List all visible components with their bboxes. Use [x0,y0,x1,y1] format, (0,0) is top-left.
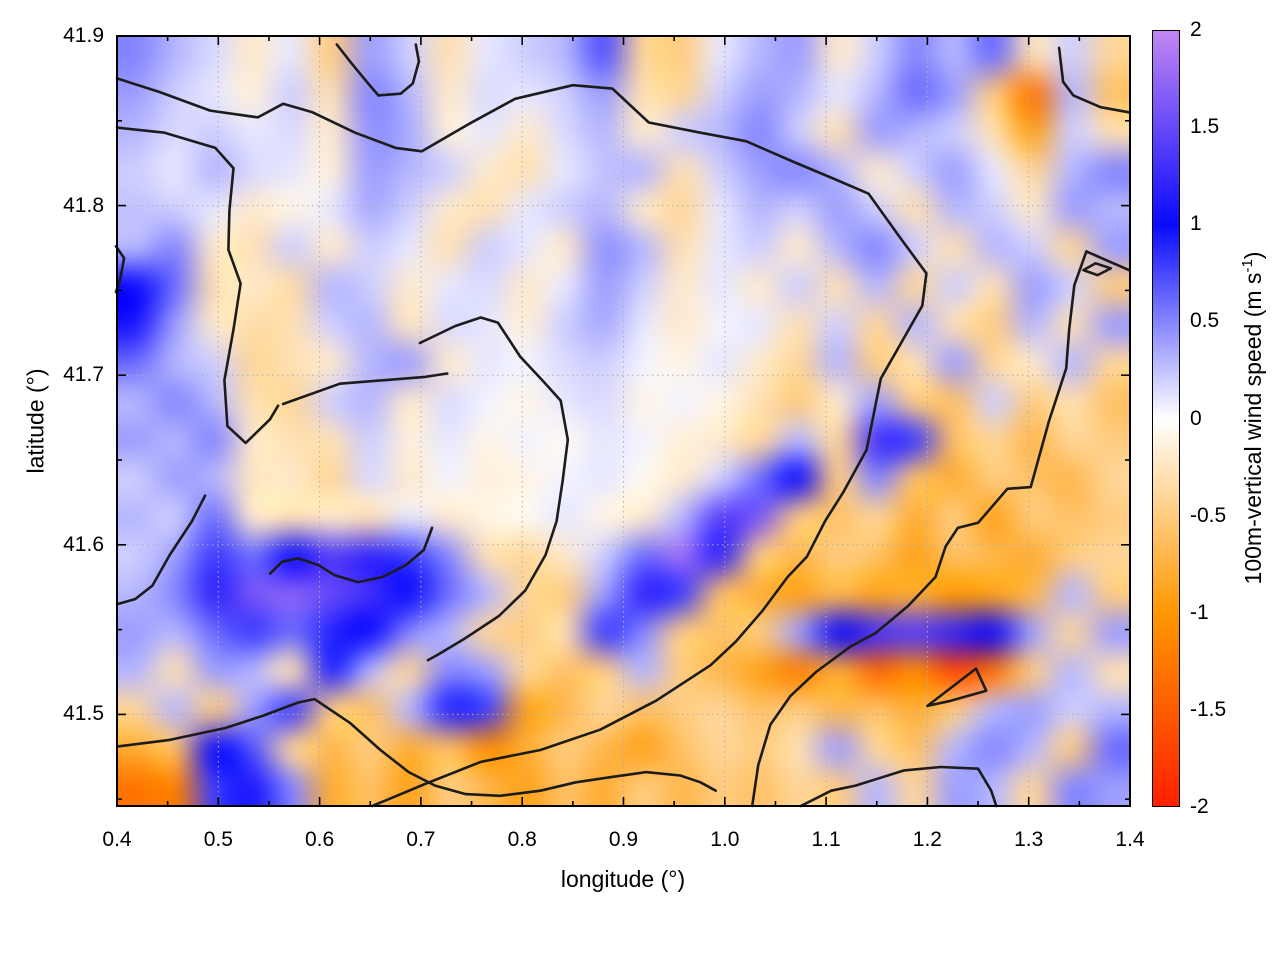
y-tick-label: 41.5 [63,702,104,726]
x-tick-label: 0.5 [203,828,233,851]
colorbar-tick-label: 0 [1190,406,1202,430]
x-tick-label: 0.4 [102,828,132,851]
colorbar-tick-label: -1 [1190,600,1209,624]
x-tick-label: 1.0 [710,828,740,851]
x-tick-label: 1.2 [912,828,942,851]
x-tick-label: 1.3 [1014,828,1044,851]
colorbar-tick-label: -2 [1190,795,1209,818]
colorbar-tick-label: 0.5 [1190,309,1220,333]
colorbar-label-superscript: -1 [1239,259,1257,273]
colorbar-label-close: ) [1239,251,1266,260]
heatmap-canvas [117,36,1130,806]
x-tick-label: 0.7 [406,828,436,851]
x-tick-label: 1.1 [811,828,841,851]
x-tick-label: 0.8 [507,828,537,851]
colorbar-label-text: 100m-vertical wind speed (m s [1239,272,1266,585]
colorbar-gradient [1152,30,1180,807]
colorbar-tick-label: -0.5 [1190,503,1227,527]
y-tick-label: 41.7 [63,363,104,387]
x-tick-label: 0.9 [608,828,639,851]
y-tick-label: 41.6 [63,532,104,556]
y-tick-label: 41.8 [63,193,104,217]
y-tick-label: 41.9 [63,24,104,47]
colorbar-tick-label: -1.5 [1190,697,1227,721]
x-tick-label: 1.4 [1115,828,1145,851]
x-tick-label: 0.6 [304,828,335,851]
colorbar-tick-label: 1.5 [1190,115,1220,139]
colorbar-axis-label: 100m-vertical wind speed (m s-1) [1239,252,1267,585]
x-axis-title: longitude (°) [560,866,686,892]
colorbar-tick-label: 1 [1190,212,1202,236]
colorbar-tick-label: 2 [1190,18,1202,41]
